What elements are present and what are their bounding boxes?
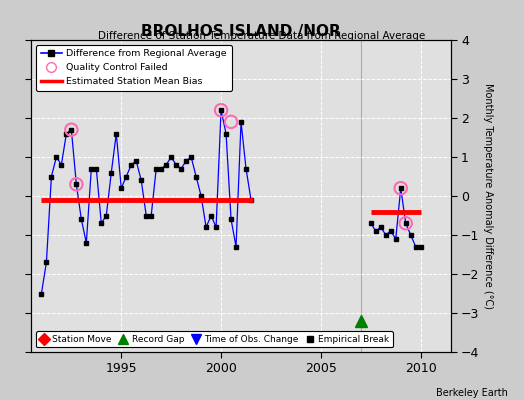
Text: Difference of Station Temperature Data from Regional Average: Difference of Station Temperature Data f…: [99, 31, 425, 41]
Point: [217, 107, 225, 114]
Point: [397, 185, 405, 191]
Point: [401, 220, 410, 226]
Point: [67, 126, 75, 133]
Title: BROLHOS ISLAND /NOR: BROLHOS ISLAND /NOR: [141, 24, 341, 39]
Point: [227, 119, 235, 125]
Text: Berkeley Earth: Berkeley Earth: [436, 388, 508, 398]
Legend: Station Move, Record Gap, Time of Obs. Change, Empirical Break: Station Move, Record Gap, Time of Obs. C…: [36, 331, 393, 348]
Point: [72, 181, 81, 188]
Y-axis label: Monthly Temperature Anomaly Difference (°C): Monthly Temperature Anomaly Difference (…: [483, 83, 493, 309]
